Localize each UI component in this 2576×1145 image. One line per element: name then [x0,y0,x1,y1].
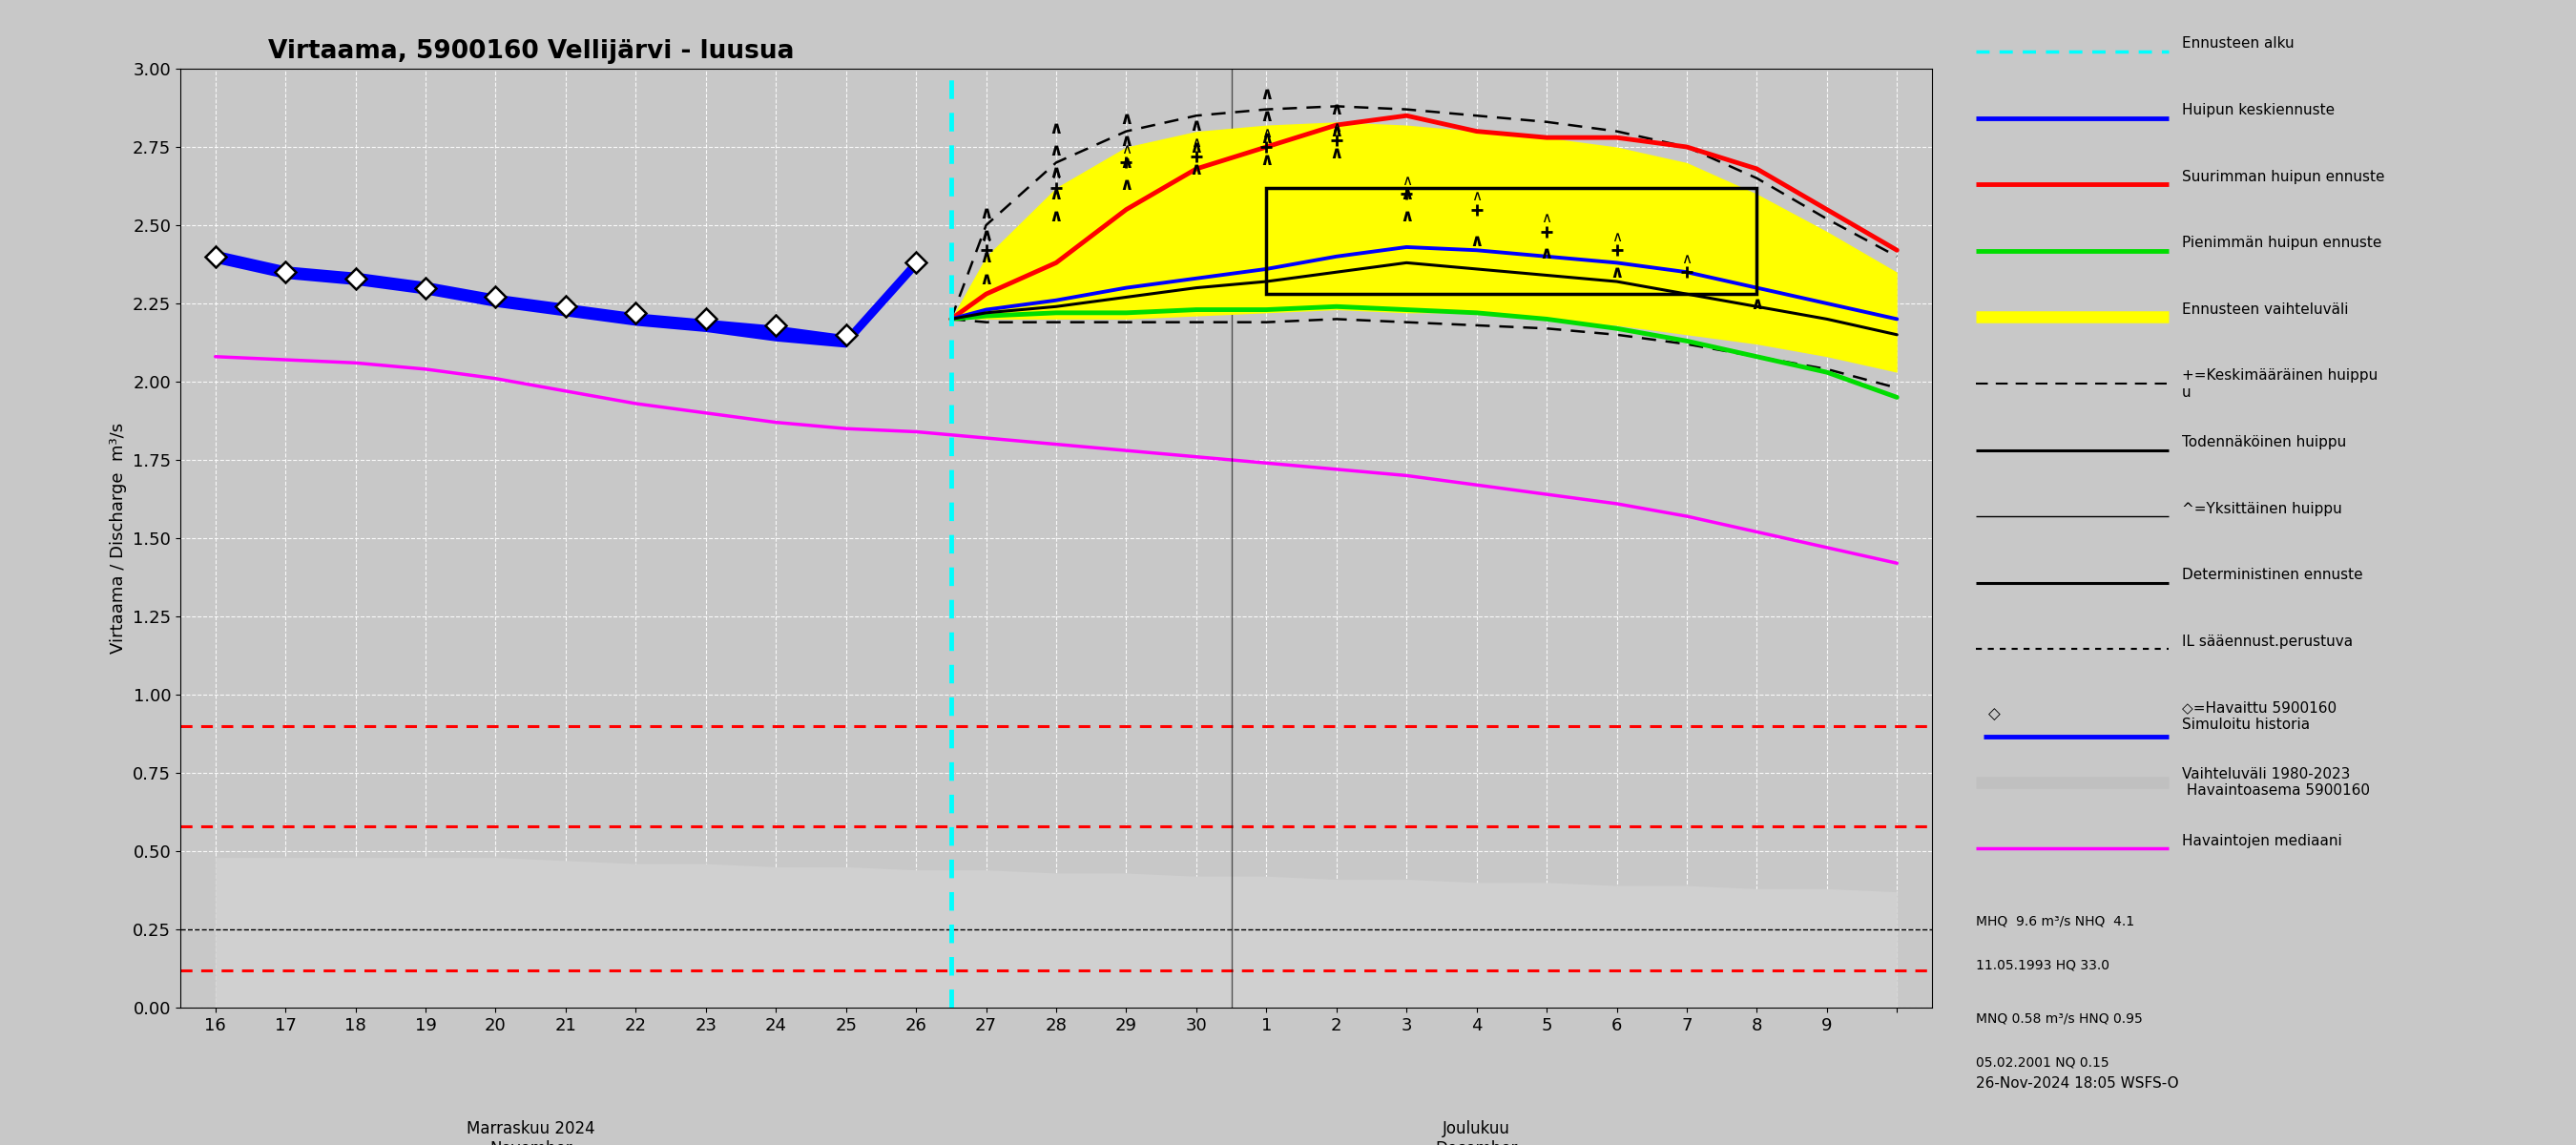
Text: ∧: ∧ [1048,208,1064,226]
Text: ∧: ∧ [1048,164,1064,181]
Text: IL sääennust.perustuva: IL sääennust.perustuva [2182,634,2352,648]
Text: ∧: ∧ [1468,234,1484,251]
Text: Pienimmän huipun ennuste: Pienimmän huipun ennuste [2182,236,2383,251]
Text: ∧: ∧ [979,227,994,244]
Text: ∧: ∧ [1118,133,1133,150]
Text: ∧: ∧ [1540,211,1551,226]
Text: Suurimman huipun ennuste: Suurimman huipun ennuste [2182,169,2385,183]
Text: ∧: ∧ [1401,173,1412,188]
Text: ∧: ∧ [1471,189,1481,204]
Text: ∧: ∧ [979,205,994,222]
Text: MNQ 0.58 m³/s HNQ 0.95: MNQ 0.58 m³/s HNQ 0.95 [1976,1012,2143,1026]
Text: 05.02.2001 NQ 0.15: 05.02.2001 NQ 0.15 [1976,1056,2110,1069]
Text: ∧: ∧ [1682,252,1692,266]
Text: ∧: ∧ [1048,120,1064,137]
Text: ^=Yksittäinen huippu: ^=Yksittäinen huippu [2182,502,2342,515]
Text: ∧: ∧ [1118,155,1133,172]
Text: ∧: ∧ [1749,295,1765,313]
Text: Vaihteluväli 1980-2023
 Havaintoasema 5900160: Vaihteluväli 1980-2023 Havaintoasema 590… [2182,767,2370,798]
Text: ∧: ∧ [1190,117,1203,134]
Text: ∧: ∧ [1610,264,1623,282]
Text: 11.05.1993 HQ 33.0: 11.05.1993 HQ 33.0 [1976,958,2110,972]
Text: Havaintojen mediaani: Havaintojen mediaani [2182,834,2342,848]
Text: ∧: ∧ [1118,176,1133,194]
Text: Ennusteen vaihteluväli: Ennusteen vaihteluväli [2182,302,2349,316]
Text: ∧: ∧ [1260,86,1273,103]
Text: ∧: ∧ [1262,126,1273,141]
Text: ◇: ◇ [1989,706,2002,724]
Text: MHQ  9.6 m³/s NHQ  4.1: MHQ 9.6 m³/s NHQ 4.1 [1976,915,2136,929]
Text: ∧: ∧ [1260,151,1273,168]
Text: Ennusteen alku: Ennusteen alku [2182,37,2295,50]
Text: ∧: ∧ [1329,124,1345,141]
Text: ∧: ∧ [1048,187,1064,204]
Text: ∧: ∧ [1332,120,1342,134]
Text: ∧: ∧ [1190,136,1200,150]
Text: ∧: ∧ [1121,142,1131,157]
Y-axis label: Virtaama / Discharge  m³/s: Virtaama / Discharge m³/s [111,423,126,654]
Text: +=Keskimääräinen huippu
u: +=Keskimääräinen huippu u [2182,369,2378,400]
Text: ∧: ∧ [1613,230,1623,244]
Text: ∧: ∧ [979,270,994,287]
Text: ∧: ∧ [1399,208,1414,226]
Text: ∧: ∧ [1190,161,1203,179]
Text: Virtaama, 5900160 Vellijärvi - luusua: Virtaama, 5900160 Vellijärvi - luusua [268,39,793,64]
Bar [1267,188,1757,294]
Text: ∧: ∧ [1260,129,1273,147]
Text: ∧: ∧ [1399,187,1414,204]
Text: 26-Nov-2024 18:05 WSFS-O: 26-Nov-2024 18:05 WSFS-O [1976,1076,2179,1090]
Text: ∧: ∧ [979,248,994,266]
Text: Huipun keskiennuste: Huipun keskiennuste [2182,103,2334,117]
Text: Deterministinen ennuste: Deterministinen ennuste [2182,568,2362,583]
Text: ∧: ∧ [1048,142,1064,159]
Text: Todennäköinen huippu: Todennäköinen huippu [2182,435,2347,449]
Text: Joulukuu
December: Joulukuu December [1435,1120,1517,1145]
Text: ∧: ∧ [1329,145,1345,163]
Text: Marraskuu 2024
November: Marraskuu 2024 November [466,1120,595,1145]
Text: ∧: ∧ [1260,108,1273,125]
Text: ∧: ∧ [1540,245,1553,262]
Text: ∧: ∧ [1051,167,1061,181]
Text: ∧: ∧ [1329,102,1345,119]
Text: ∧: ∧ [1118,111,1133,128]
Text: ◇=Havaittu 5900160
Simuloitu historia: ◇=Havaittu 5900160 Simuloitu historia [2182,701,2336,732]
Text: ∧: ∧ [981,230,992,244]
Text: ∧: ∧ [1190,140,1203,157]
